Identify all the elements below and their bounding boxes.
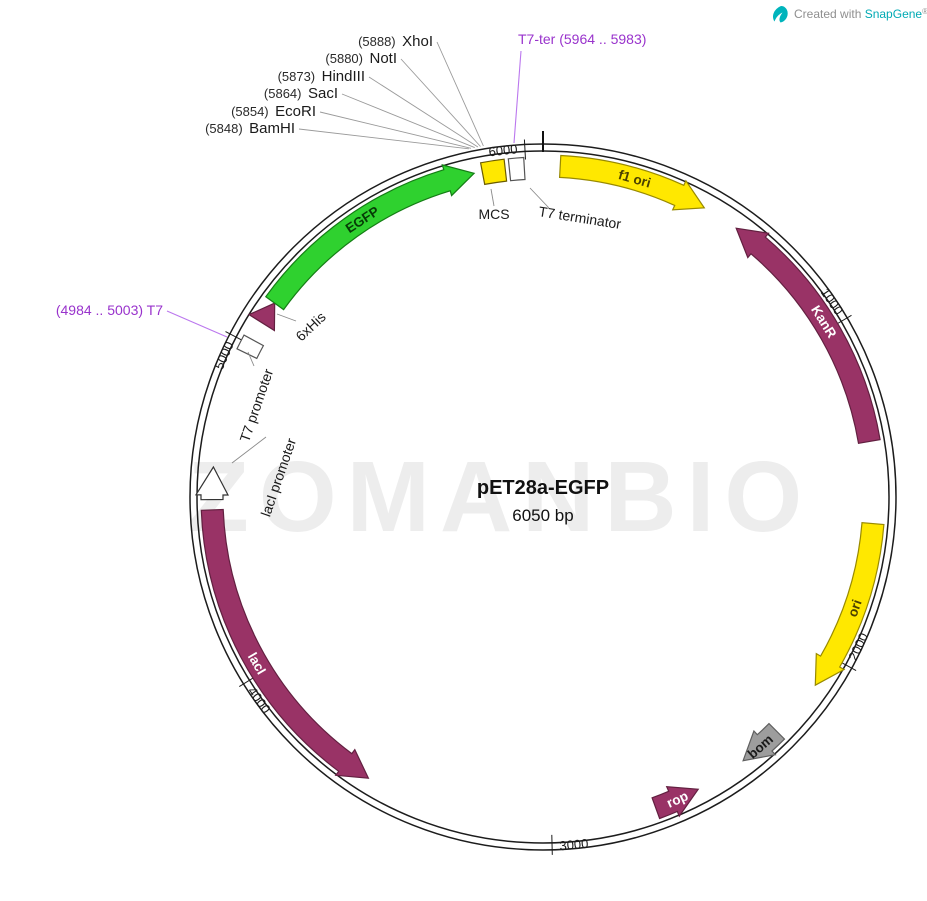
feature-rop[interactable] (651, 786, 700, 820)
site-noti-label[interactable]: (5880) NotI (325, 50, 397, 67)
feature-t7-terminator[interactable] (507, 156, 526, 182)
site-hindiii-label[interactable]: (5873) HindIII (278, 68, 365, 85)
feature-bom[interactable] (742, 722, 786, 762)
tick-label-6000: 6000 (488, 141, 518, 159)
feature-mcs[interactable] (479, 158, 508, 186)
plasmid-name: pET28a-EGFP (477, 477, 609, 499)
annotation-t7-label: (4984 .. 5003) T7 (56, 302, 163, 318)
plasmid-size: 6050 bp (512, 506, 573, 525)
tick-label-5000: 5000 (211, 339, 236, 372)
feature-mcs-leader (490, 188, 495, 207)
feature-t7-terminator-leader (529, 187, 550, 209)
watermark-text: ZOMANBIO (188, 441, 812, 553)
site-xhoi-line (436, 41, 484, 147)
credit-line: Created with SnapGene® (773, 5, 927, 23)
site-saci-label[interactable]: (5864) SacI (264, 85, 338, 102)
feature-mcs-label: MCS (478, 206, 509, 222)
feature-t7-promoter-label: T7 promoter (236, 366, 276, 444)
tick-label-3000: 3000 (559, 836, 589, 854)
feature-laci[interactable] (200, 508, 370, 779)
tick-6000 (523, 139, 526, 160)
site-hindiii-line (368, 76, 479, 148)
tick-3000 (551, 834, 553, 855)
annotation-t7-ter-label: T7-ter (5964 .. 5983) (518, 31, 646, 47)
feature-layer (194, 154, 885, 820)
restriction-site-layer: (5888) XhoI(5880) NotI(5873) HindIII(586… (205, 33, 484, 150)
annotation-t7-line (166, 310, 228, 338)
feature-f1-ori[interactable] (558, 154, 706, 211)
feature-ori[interactable] (814, 522, 885, 687)
feature-laci-promoter-leader (231, 436, 267, 464)
feature-egfp[interactable] (264, 164, 476, 311)
site-ecori-line (319, 111, 472, 149)
site-bamhi-label[interactable]: (5848) BamHI (205, 120, 295, 137)
feature-t7-terminator-label: T7 terminator (538, 203, 623, 232)
tick-5000 (225, 331, 244, 342)
feature-t7-promoter[interactable] (236, 334, 265, 360)
site-saci-line (341, 93, 475, 149)
credit-prefix: Created with (794, 7, 865, 21)
site-xhoi-label[interactable]: (5888) XhoI (358, 33, 433, 50)
site-ecori-label[interactable]: (5854) EcoRI (231, 103, 316, 120)
svg-text:Created with SnapGene®: Created with SnapGene® (794, 7, 927, 21)
feature-6xhis[interactable] (247, 302, 276, 332)
annotation-t7-ter-line (513, 50, 522, 144)
site-bamhi-line (298, 128, 469, 150)
annotation-layer: T7-ter (5964 .. 5983) (4984 .. 5003) T7 (56, 31, 646, 338)
credit-registered: ® (922, 7, 927, 16)
feature-laci-promoter[interactable] (194, 465, 229, 501)
feature-6xhis-label: 6xHis (292, 309, 329, 345)
site-noti-line (400, 58, 481, 147)
feature-ori-label: ori (845, 598, 865, 619)
credit-brand: SnapGene (865, 7, 923, 21)
feature-6xhis-leader (276, 313, 297, 322)
feature-kanr[interactable] (735, 227, 881, 444)
snapgene-logo-icon (773, 5, 788, 23)
feature-t7-promoter-leader (247, 351, 255, 367)
